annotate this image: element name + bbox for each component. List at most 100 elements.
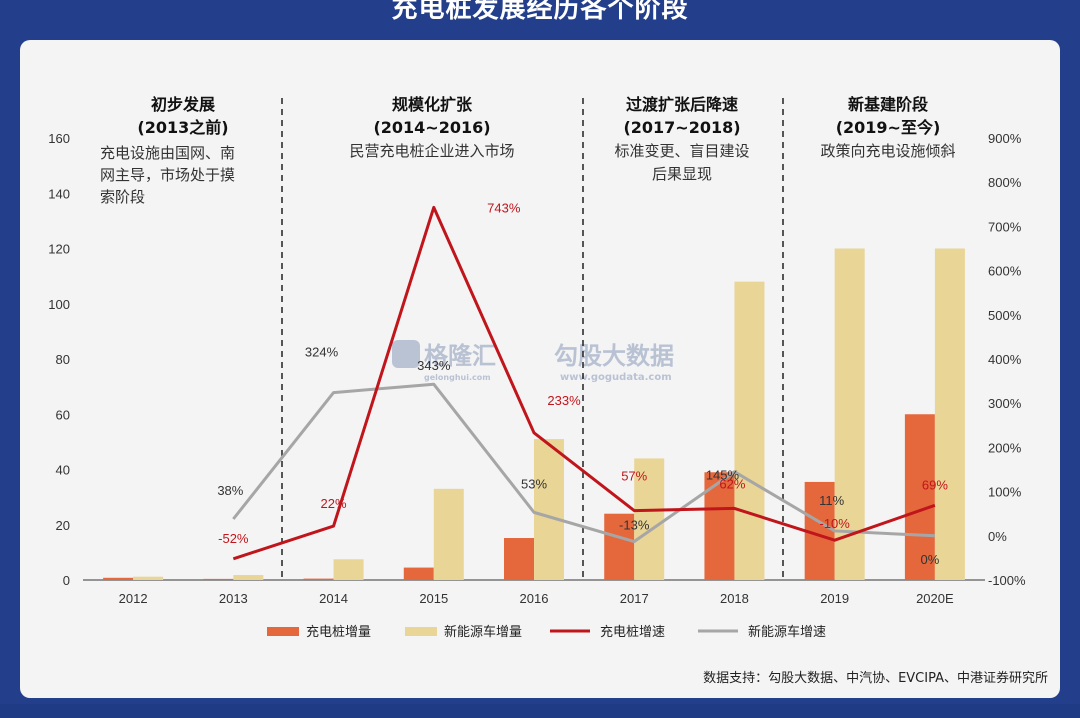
bar-nev-increment [634, 458, 665, 580]
bar-nev-increment [133, 576, 164, 580]
left-tick-label: 20 [56, 518, 70, 533]
watermark: 格隆汇 gelonghui.com 勾股大数据 www.gogudata.com [392, 340, 674, 383]
bar-charger-increment [303, 578, 334, 580]
right-tick-label: 200% [988, 440, 1022, 455]
left-tick-label: 120 [48, 242, 70, 257]
legend: 充电桩增量 新能源车增量 充电桩增速 新能源车增速 [267, 624, 826, 640]
stage-title: 过渡扩张后降速 [626, 95, 738, 114]
bar-charger-increment [504, 538, 534, 580]
bar-nev-increment [233, 575, 264, 580]
x-tick-label: 2013 [219, 591, 248, 606]
legend-swatch [267, 627, 299, 636]
x-tick-label: 2017 [620, 591, 649, 606]
x-axis: 2012 2013 2014 2015 2016 2017 2018 2019 2020E [119, 591, 954, 606]
legend-swatch [405, 627, 437, 636]
watermark-brand2: 勾股大数据 [554, 342, 674, 370]
right-tick-label: 0% [988, 529, 1007, 544]
stage-period: (2013之前) [137, 118, 228, 137]
bar-nev-increment [534, 439, 564, 580]
data-label-charger-growth: -52% [218, 531, 249, 546]
right-axis: -100% 0% 100% 200% 300% 400% 500% 600% 700% 800% 9… [988, 131, 1026, 588]
stage-period: (2019~至今) [836, 118, 941, 137]
bar-charger-increment [403, 567, 434, 580]
watermark-url: www.gogudata.com [560, 372, 672, 383]
footer-strip [0, 704, 1080, 718]
x-tick-label: 2015 [419, 591, 448, 606]
stage-desc: 网主导，市场处于摸 [100, 166, 235, 184]
right-tick-label: 700% [988, 219, 1022, 234]
watermark-logo-icon [392, 340, 420, 368]
data-label-nev-growth: 38% [217, 483, 243, 498]
watermark-brand1: 格隆汇 [424, 342, 496, 370]
left-tick-label: 60 [56, 407, 70, 422]
source-note: 数据支持：勾股大数据、中汽协、EVCIPA、中港证券研究所 [703, 670, 1048, 686]
data-label-charger-growth: 69% [922, 477, 948, 492]
legend-item-nev-line: 新能源车增速 [698, 624, 826, 640]
bar-nev-increment [934, 248, 965, 580]
bar-nev-increment [333, 559, 364, 580]
left-tick-label: 100 [48, 297, 70, 312]
right-tick-label: 900% [988, 131, 1022, 146]
page-title: 充电桩发展经历各个阶段 [391, 0, 689, 24]
bar-charger-increment [904, 414, 935, 580]
watermark-sub: gelonghui.com [424, 373, 491, 382]
bar-nev-increment [834, 248, 865, 580]
stage-1: 初步发展 (2013之前) 充电设施由国网、南 网主导，市场处于摸 索阶段 [100, 95, 235, 206]
left-tick-label: 0 [63, 573, 70, 588]
stage-4: 新基建阶段 (2019~至今) 政策向充电设施倾斜 [820, 95, 955, 160]
line-nev-growth [232, 382, 935, 544]
legend-label: 充电桩增速 [600, 624, 665, 640]
data-label-charger-growth: 743% [487, 200, 521, 215]
legend-item-nev-bar: 新能源车增量 [405, 624, 522, 640]
stage-desc: 民营充电桩企业进入市场 [349, 142, 514, 160]
stage-desc: 标准变更、盲目建设 [614, 142, 749, 160]
stage-desc: 后果显现 [652, 165, 712, 183]
legend-item-charger-bar: 充电桩增量 [267, 624, 371, 640]
stage-2: 规模化扩张 (2014~2016) 民营充电桩企业进入市场 [349, 95, 514, 160]
bar-charger-increment [103, 577, 134, 580]
data-label-nev-growth: 0% [920, 552, 939, 567]
chart-card: 格隆汇 gelonghui.com 勾股大数据 www.gogudata.com… [20, 40, 1060, 698]
left-axis: 0 20 40 60 80 100 120 140 160 [48, 131, 70, 588]
right-tick-label: 100% [988, 485, 1022, 500]
left-tick-label: 80 [56, 352, 70, 367]
right-tick-label: 500% [988, 308, 1022, 323]
left-tick-label: 160 [48, 131, 70, 146]
x-tick-label: 2020E [916, 591, 954, 606]
right-tick-label: 800% [988, 175, 1022, 190]
data-label-charger-growth: -10% [819, 516, 850, 531]
chart-svg: 格隆汇 gelonghui.com 勾股大数据 www.gogudata.com… [48, 95, 1048, 686]
data-label-charger-growth: 57% [621, 469, 647, 484]
left-tick-label: 40 [56, 463, 70, 478]
stage-3: 过渡扩张后降速 (2017~2018) 标准变更、盲目建设 后果显现 [614, 95, 749, 183]
bar-charger-increment [203, 578, 234, 580]
stage-title: 新基建阶段 [848, 95, 929, 114]
x-tick-label: 2014 [319, 591, 348, 606]
right-tick-label: 400% [988, 352, 1022, 367]
stage-period: (2017~2018) [623, 118, 740, 137]
data-label-nev-growth: 145% [706, 468, 740, 483]
stage-title: 初步发展 [151, 95, 216, 114]
x-tick-label: 2019 [820, 591, 849, 606]
data-label-charger-growth: 62% [719, 476, 745, 491]
left-tick-label: 140 [48, 186, 70, 201]
data-label-nev-growth: -13% [619, 518, 650, 533]
stage-title: 规模化扩张 [392, 95, 473, 114]
x-tick-label: 2018 [720, 591, 749, 606]
data-label-nev-growth: 324% [305, 345, 339, 360]
stage-desc: 政策向充电设施倾斜 [820, 142, 955, 160]
legend-label: 新能源车增量 [444, 624, 522, 640]
data-label-charger-growth: 22% [321, 496, 347, 511]
data-label-charger-growth: 233% [547, 393, 581, 408]
point-labels: -52% 22% 743% 233% 57% 62% -10% 69% 38% 324% 343% 5… [217, 200, 948, 566]
stage-desc: 索阶段 [100, 188, 145, 206]
stage-period: (2014~2016) [373, 118, 490, 137]
data-label-nev-growth: 11% [819, 493, 844, 508]
right-tick-label: -100% [988, 573, 1026, 588]
right-tick-label: 600% [988, 264, 1022, 279]
line-charger-growth [232, 205, 936, 561]
stage-desc: 充电设施由国网、南 [100, 144, 235, 162]
legend-label: 充电桩增量 [306, 624, 371, 640]
lines [232, 205, 936, 561]
right-tick-label: 300% [988, 396, 1022, 411]
